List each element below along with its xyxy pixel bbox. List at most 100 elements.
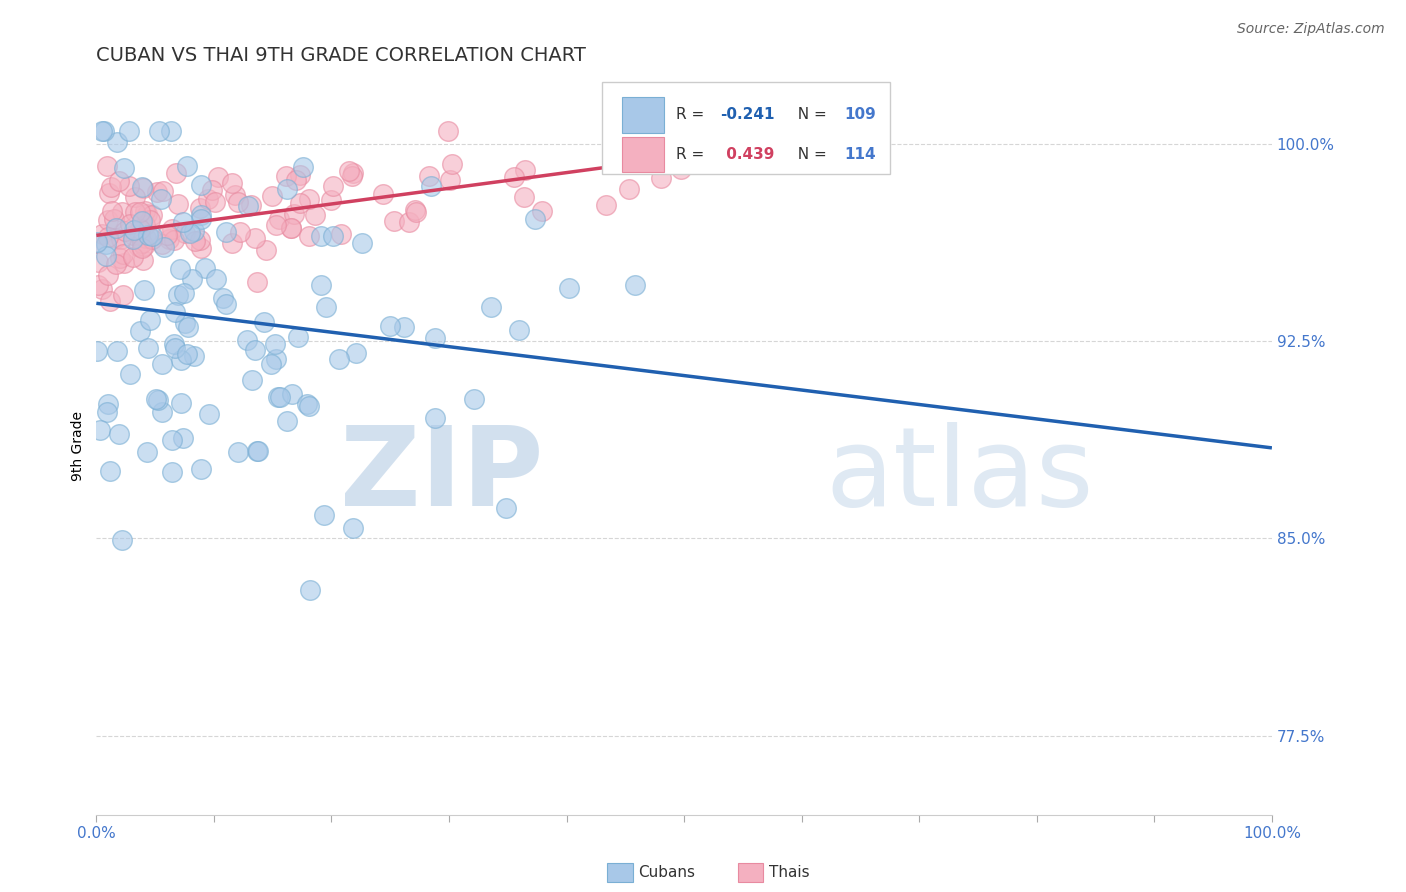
Point <box>172 215 194 229</box>
Point <box>394 320 416 334</box>
Point <box>141 232 163 246</box>
Point <box>267 211 290 226</box>
Point <box>276 182 298 196</box>
Point <box>263 337 285 351</box>
Point <box>136 207 159 221</box>
Point <box>419 179 441 194</box>
Point <box>97 268 120 282</box>
Point <box>96 250 118 264</box>
Point <box>96 159 118 173</box>
Point <box>226 444 249 458</box>
Point <box>425 410 447 425</box>
Point <box>315 300 337 314</box>
Point <box>190 208 212 222</box>
Text: atlas: atlas <box>825 422 1094 529</box>
Point <box>103 211 125 226</box>
Point <box>650 170 672 185</box>
Point <box>254 243 277 257</box>
Point <box>339 164 361 178</box>
Point <box>134 238 156 252</box>
Point <box>114 256 136 270</box>
Text: CUBAN VS THAI 9TH GRADE CORRELATION CHART: CUBAN VS THAI 9TH GRADE CORRELATION CHAR… <box>97 46 586 65</box>
Point <box>322 179 344 194</box>
Point <box>98 464 121 478</box>
Point <box>276 414 298 428</box>
Point <box>665 123 688 137</box>
Point <box>139 212 162 227</box>
Point <box>243 231 266 245</box>
Text: N =: N = <box>787 147 831 162</box>
Point <box>160 466 183 480</box>
Point <box>98 293 121 308</box>
Point <box>169 262 191 277</box>
Point <box>512 190 534 204</box>
Point <box>280 220 302 235</box>
Point <box>558 281 581 295</box>
Point <box>138 228 160 243</box>
Point <box>190 462 212 476</box>
Point <box>148 123 170 137</box>
Point <box>104 230 127 244</box>
Text: -0.241: -0.241 <box>720 107 775 122</box>
Text: R =: R = <box>676 147 709 162</box>
Point <box>97 229 120 244</box>
Point <box>93 123 115 137</box>
Point <box>226 194 249 209</box>
Point <box>404 203 426 218</box>
Point <box>108 174 131 188</box>
Point <box>319 194 342 208</box>
Point <box>240 198 263 212</box>
Point <box>100 180 122 194</box>
Point <box>165 305 187 319</box>
Point <box>352 236 374 251</box>
Point <box>260 357 283 371</box>
Point <box>221 176 243 190</box>
Point <box>291 160 314 174</box>
Text: Source: ZipAtlas.com: Source: ZipAtlas.com <box>1237 22 1385 37</box>
Point <box>121 227 143 242</box>
Point <box>86 343 108 358</box>
Point <box>174 227 197 241</box>
Point <box>127 238 149 252</box>
Point <box>298 192 321 206</box>
Point <box>153 240 176 254</box>
Point <box>172 431 194 445</box>
Point <box>146 185 169 199</box>
Point <box>221 235 243 250</box>
Point <box>285 173 308 187</box>
Point <box>163 233 186 247</box>
Point <box>287 330 309 344</box>
Point <box>197 192 219 206</box>
Point <box>134 203 156 218</box>
Text: N =: N = <box>787 107 831 122</box>
Point <box>149 192 172 206</box>
Point <box>170 352 193 367</box>
Point <box>120 368 142 382</box>
Point <box>111 205 134 219</box>
Point <box>623 277 645 292</box>
Point <box>150 237 173 252</box>
Point <box>329 227 352 241</box>
Point <box>150 357 173 371</box>
Text: 109: 109 <box>844 107 876 122</box>
Point <box>152 185 174 199</box>
Point <box>188 233 211 247</box>
Point <box>530 203 553 218</box>
Point <box>204 194 226 209</box>
Point <box>107 427 129 442</box>
Point <box>87 278 110 293</box>
Point <box>97 212 120 227</box>
Point <box>176 347 198 361</box>
Point <box>236 199 259 213</box>
Point <box>135 444 157 458</box>
Point <box>105 220 128 235</box>
Point <box>312 508 335 522</box>
Point <box>205 272 228 286</box>
Point <box>108 251 131 265</box>
Point <box>515 162 537 177</box>
Point <box>120 217 142 231</box>
Point <box>215 225 238 239</box>
Point <box>243 343 266 357</box>
Point <box>274 169 297 183</box>
Point <box>264 219 287 233</box>
